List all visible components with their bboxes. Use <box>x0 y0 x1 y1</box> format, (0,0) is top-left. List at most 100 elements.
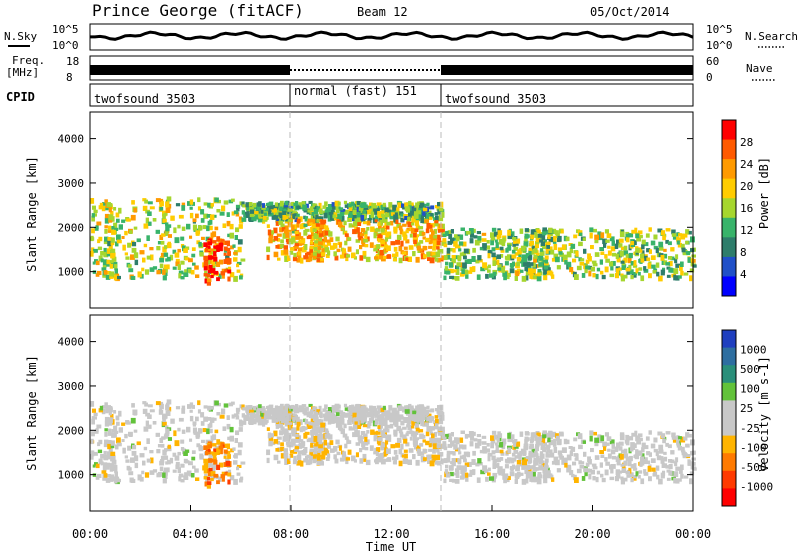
power-cell <box>273 208 277 213</box>
power-cell <box>395 251 399 257</box>
power-cell <box>469 266 473 272</box>
velocity-cell <box>461 472 465 477</box>
velocity-cell <box>524 431 529 435</box>
velocity-cell <box>307 412 312 416</box>
power-cell <box>344 209 348 214</box>
velocity-cell <box>546 444 551 448</box>
power-cell <box>641 244 645 250</box>
power-cell <box>628 233 634 238</box>
power-cell <box>525 252 530 257</box>
velocity-cell <box>497 433 503 438</box>
power-cell <box>192 224 197 231</box>
velocity-cell <box>455 439 460 445</box>
power-cell <box>121 236 125 239</box>
velocity-cell <box>505 459 511 464</box>
velocity-cell <box>256 408 261 414</box>
velocity-cell <box>675 478 680 484</box>
power-cell <box>101 205 106 212</box>
power-cell <box>419 248 423 252</box>
velocity-cell <box>546 470 551 475</box>
y-tick-label: 2000 <box>58 221 85 234</box>
power-cell <box>98 255 103 262</box>
power-cell <box>257 218 263 223</box>
velocity-cell <box>411 425 415 429</box>
power-cell <box>220 239 225 245</box>
power-cell <box>309 247 313 253</box>
velocity-cell <box>537 436 543 441</box>
power-cell <box>426 251 431 257</box>
power-cell <box>389 214 394 220</box>
power-cell <box>409 210 414 216</box>
power-cell <box>427 210 432 216</box>
velocity-cell <box>116 421 120 426</box>
velocity-cell <box>287 422 293 428</box>
velocity-cell <box>509 471 515 477</box>
velocity-cell <box>214 429 219 434</box>
velocity-cell <box>238 427 243 432</box>
velocity-cell <box>245 415 250 421</box>
velocity-cell <box>532 464 536 471</box>
velocity-cell <box>315 452 319 456</box>
power-cell <box>102 202 106 206</box>
velocity-cell <box>501 443 506 450</box>
velocity-cell <box>162 421 167 426</box>
power-cell <box>318 236 322 242</box>
power-cell <box>223 246 228 251</box>
velocity-cell <box>560 432 564 437</box>
power-cell <box>230 245 234 250</box>
power-cell <box>660 254 665 261</box>
velocity-cell <box>198 444 202 450</box>
velocity-cell <box>432 449 436 454</box>
power-cell <box>285 232 290 238</box>
velocity-cell <box>155 401 161 406</box>
power-cell <box>149 247 154 251</box>
velocity-cell <box>588 473 592 480</box>
power-cell <box>191 253 196 258</box>
power-cell <box>492 257 497 262</box>
velocity-cell <box>130 457 135 463</box>
velocity-cell <box>687 460 692 466</box>
velocity-cell <box>418 410 423 416</box>
velocity-cell <box>655 465 660 471</box>
velocity-cell <box>106 451 110 457</box>
power-cell <box>396 234 402 240</box>
velocity-cell <box>246 409 250 414</box>
power-cell <box>464 259 470 264</box>
power-cell <box>90 235 94 242</box>
power-cell <box>429 257 435 264</box>
velocity-cell <box>338 445 342 451</box>
power-cell <box>145 217 149 224</box>
power-cell <box>634 227 638 234</box>
velocity-cell <box>648 430 652 435</box>
velocity-cell <box>381 434 386 439</box>
velocity-cell <box>428 448 433 452</box>
power-cell <box>356 201 361 205</box>
velocity-cell <box>463 451 469 457</box>
power-cell <box>590 266 595 272</box>
power-cell <box>416 245 422 251</box>
velocity-cell <box>497 470 502 474</box>
power-cell <box>381 256 386 262</box>
velocity-cell <box>206 447 211 452</box>
velocity-cell <box>542 432 547 439</box>
power-cell <box>448 262 454 268</box>
velocity-cell <box>354 408 358 413</box>
velocity-cell <box>408 448 414 453</box>
velocity-cell <box>424 422 429 426</box>
velocity-cell <box>293 455 297 461</box>
velocity-cell <box>384 447 388 453</box>
velocity-cell <box>456 468 460 474</box>
power-cell <box>207 241 213 246</box>
power-cell <box>497 264 502 270</box>
power-cell <box>545 248 549 254</box>
velocity-cell <box>400 420 404 425</box>
power-cell <box>210 203 214 207</box>
power-cell <box>384 207 389 213</box>
power-cell <box>337 221 343 228</box>
velocity-cell <box>516 441 521 447</box>
velocity-cell <box>674 461 678 467</box>
noise-tick-bottom-right: 10^0 <box>706 39 733 52</box>
velocity-cell <box>149 450 154 454</box>
velocity-cell <box>271 412 276 418</box>
power-cell <box>402 223 407 227</box>
